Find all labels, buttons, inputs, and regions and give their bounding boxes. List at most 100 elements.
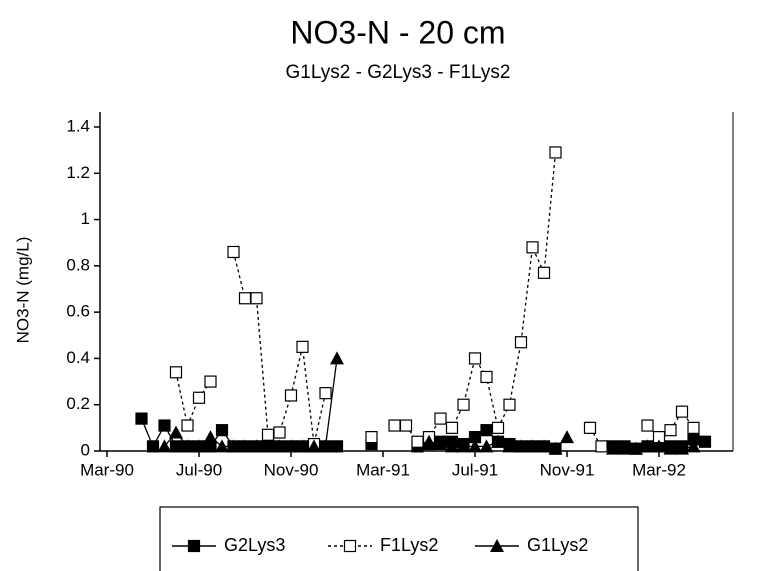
marker xyxy=(525,439,540,453)
marker xyxy=(284,439,298,453)
y-tick-label: 0.2 xyxy=(66,394,90,413)
marker xyxy=(434,412,447,425)
marker xyxy=(491,421,505,434)
marker xyxy=(307,439,321,453)
marker xyxy=(318,439,333,453)
marker xyxy=(169,440,183,453)
marker xyxy=(606,441,620,455)
marker xyxy=(215,439,229,453)
marker xyxy=(295,439,310,453)
marker xyxy=(146,440,160,453)
x-tick-label: Jul-90 xyxy=(176,460,222,479)
marker xyxy=(503,398,516,411)
marker xyxy=(296,340,309,353)
marker xyxy=(169,366,183,379)
marker xyxy=(250,292,263,305)
marker xyxy=(157,439,172,453)
marker xyxy=(273,426,286,439)
x-tick-label: Mar-92 xyxy=(632,460,686,479)
x-tick-label: Nov-90 xyxy=(264,460,319,479)
y-tick-label: 1.2 xyxy=(66,163,90,182)
marker xyxy=(180,439,195,453)
marker xyxy=(641,419,654,432)
marker xyxy=(675,441,689,455)
marker xyxy=(192,391,206,404)
legend-box xyxy=(159,506,639,571)
y-tick-label: 1 xyxy=(81,209,90,228)
marker xyxy=(663,441,678,455)
marker xyxy=(468,352,482,365)
marker xyxy=(514,336,528,349)
marker xyxy=(549,146,562,159)
marker xyxy=(445,421,459,434)
marker xyxy=(640,439,655,453)
marker xyxy=(698,435,712,448)
legend-marker xyxy=(343,539,357,553)
marker xyxy=(457,398,470,411)
marker xyxy=(135,412,148,425)
y-tick-label: 0 xyxy=(81,440,90,459)
marker xyxy=(687,421,700,434)
marker xyxy=(560,430,574,444)
marker xyxy=(480,424,493,437)
y-tick-label: 0.6 xyxy=(66,302,90,321)
marker xyxy=(249,439,264,453)
x-tick-label: Jul-91 xyxy=(452,460,498,479)
marker xyxy=(445,439,459,453)
marker xyxy=(388,419,401,432)
legend-label: F1Lys2 xyxy=(380,535,438,555)
chart-subtitle: G1Lys2 - G2Lys3 - F1Lys2 xyxy=(286,62,511,83)
marker xyxy=(399,419,413,432)
x-tick-label: Nov-91 xyxy=(540,460,595,479)
marker xyxy=(491,434,505,448)
marker xyxy=(652,439,666,453)
marker xyxy=(204,375,217,388)
marker xyxy=(284,389,298,402)
x-tick-label: Mar-91 xyxy=(356,460,410,479)
y-tick-label: 0.4 xyxy=(66,348,90,367)
marker xyxy=(238,292,252,305)
marker xyxy=(433,437,448,451)
y-axis-label: NO3-N (mg/L) xyxy=(13,237,32,344)
legend-label: G2Lys3 xyxy=(224,535,285,555)
marker xyxy=(330,351,344,365)
x-tick-label: Mar-90 xyxy=(80,460,134,479)
marker xyxy=(480,370,493,384)
marker xyxy=(215,424,229,437)
marker xyxy=(330,440,344,453)
marker xyxy=(192,439,206,453)
marker xyxy=(664,424,677,437)
marker xyxy=(411,435,424,448)
marker xyxy=(686,439,701,453)
marker xyxy=(456,439,471,453)
marker xyxy=(169,425,183,439)
legend-label: G1Lys2 xyxy=(527,535,588,555)
marker xyxy=(227,245,240,259)
y-tick-label: 1.4 xyxy=(66,116,90,135)
marker xyxy=(479,439,494,453)
marker xyxy=(548,441,563,455)
marker xyxy=(537,439,551,453)
marker xyxy=(158,419,171,432)
marker xyxy=(261,439,275,453)
marker xyxy=(502,439,517,453)
marker xyxy=(181,419,194,432)
marker xyxy=(365,431,378,444)
marker xyxy=(526,241,539,254)
marker xyxy=(537,266,551,279)
marker xyxy=(468,439,482,453)
legend-marker xyxy=(187,539,201,553)
chart-title: NO3-N - 20 cm xyxy=(290,14,505,50)
marker xyxy=(617,441,632,455)
marker xyxy=(583,421,597,434)
marker xyxy=(595,440,608,453)
marker xyxy=(226,439,241,453)
marker xyxy=(422,434,436,448)
marker xyxy=(319,387,332,400)
marker xyxy=(238,439,252,453)
marker xyxy=(261,428,275,441)
marker xyxy=(629,441,643,455)
marker xyxy=(514,439,528,453)
marker xyxy=(272,439,287,453)
